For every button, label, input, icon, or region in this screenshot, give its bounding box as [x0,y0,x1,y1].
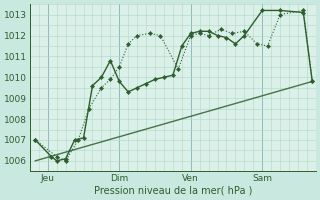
X-axis label: Pression niveau de la mer( hPa ): Pression niveau de la mer( hPa ) [94,186,252,196]
